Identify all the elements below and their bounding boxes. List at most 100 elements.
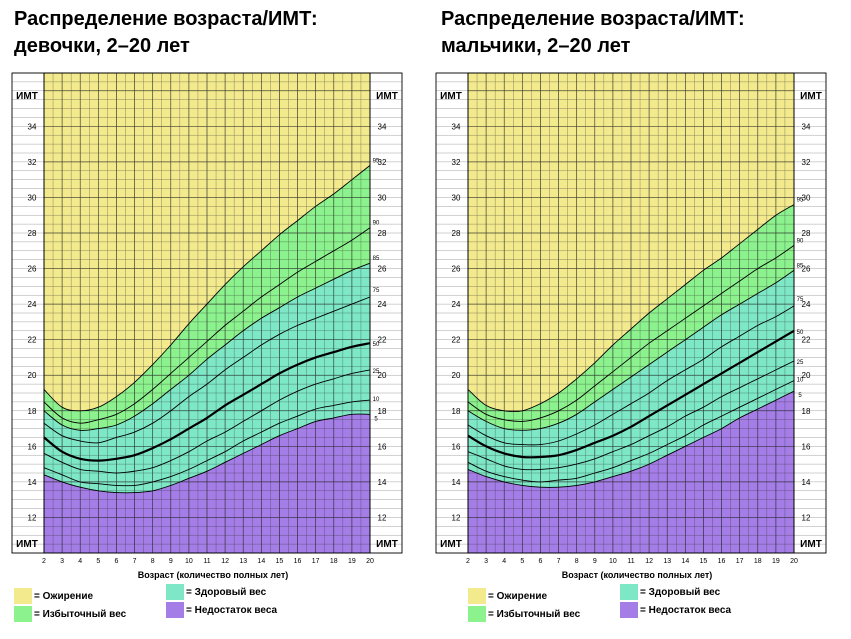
right-ytick-right: 28 <box>802 229 811 238</box>
right-ytick-right: 32 <box>802 158 811 167</box>
left-ytick-right: 24 <box>378 300 387 309</box>
right-xtick: 8 <box>575 558 579 565</box>
left-percentile-label-5: 5 <box>374 416 378 422</box>
left-ytick-left: 18 <box>28 407 37 416</box>
right-xtick: 13 <box>663 558 671 565</box>
left-percentile-label-85: 85 <box>373 256 380 262</box>
right-xtick: 15 <box>700 558 708 565</box>
right-percentile-label-50: 50 <box>797 330 804 336</box>
right-ytick-left: 18 <box>452 407 461 416</box>
left-percentile-label-90: 90 <box>373 221 380 227</box>
left-percentile-label-50: 50 <box>373 342 380 348</box>
right-ytick-right: 34 <box>802 122 811 131</box>
right-xlabel: Возраст (количество полных лет) <box>562 570 713 580</box>
left-xtick: 6 <box>114 558 118 565</box>
left-ytick-left: 32 <box>28 158 37 167</box>
left-ytick-left: 14 <box>28 478 37 487</box>
right-legend-swatch-obesity <box>468 588 486 604</box>
left-ytick-right: 22 <box>378 336 387 345</box>
right-percentile-label-85: 85 <box>797 263 804 269</box>
right-ytick-right: 24 <box>802 300 811 309</box>
right-chart-title: Распределение возраста/ИМТ: мальчики, 2–… <box>441 6 745 60</box>
right-ytick-left: 26 <box>452 265 461 274</box>
right-curve-p5 <box>467 390 795 488</box>
right-xtick: 12 <box>645 558 653 565</box>
left-ytick-right: 28 <box>378 229 387 238</box>
right-legend: = Ожирение = Избыточный вес = Здоровый вес… <box>468 584 732 622</box>
right-curve-p90 <box>467 245 795 422</box>
right-ylabel-top-right: ИМТ <box>800 91 822 102</box>
left-curve-p90 <box>43 227 371 424</box>
right-xtick: 14 <box>681 558 689 565</box>
right-percentile-label-10: 10 <box>797 378 804 384</box>
left-percentile-label-25: 25 <box>373 369 380 375</box>
right-ytick-right: 16 <box>802 442 811 451</box>
right-ytick-left: 24 <box>452 300 461 309</box>
right-legend-label-obesity: = Ожирение <box>488 591 547 602</box>
left-chart-title-line2: девочки, 2–20 лет <box>14 35 190 57</box>
left-margin-grid <box>12 72 402 554</box>
right-ytick-right: 18 <box>802 407 811 416</box>
left-ytick-right: 16 <box>378 442 387 451</box>
left-curve-p75 <box>43 296 371 444</box>
left-ytick-left: 12 <box>28 513 37 522</box>
right-xtick: 2 <box>466 558 470 565</box>
left-curve-p5 <box>43 413 371 494</box>
right-zone-overweight <box>468 204 794 431</box>
right-curve-p10 <box>467 380 795 483</box>
right-ytick-right: 30 <box>802 193 811 202</box>
right-outer-frame <box>435 72 827 554</box>
right-xtick: 16 <box>718 558 726 565</box>
right-ytick-right: 26 <box>802 265 811 274</box>
left-ytick-left: 34 <box>28 122 37 131</box>
left-legend-swatch-healthy <box>166 584 184 600</box>
left-xtick: 2 <box>42 558 46 565</box>
left-legend-label-obesity: = Ожирение <box>34 591 93 602</box>
left-percentile-label-95: 95 <box>373 158 380 164</box>
right-percentile-label-75: 75 <box>797 297 804 303</box>
right-ytick-left: 12 <box>452 513 461 522</box>
right-ytick-right: 20 <box>802 371 811 380</box>
left-ytick-left: 24 <box>28 300 37 309</box>
left-ytick-right: 30 <box>378 193 387 202</box>
left-xtick: 17 <box>312 558 320 565</box>
left-ytick-left: 26 <box>28 265 37 274</box>
right-ylabel-bottom-right: ИМТ <box>800 539 822 550</box>
left-ylabel-top-right: ИМТ <box>376 91 398 102</box>
left-legend-label-healthy: = Здоровый вес <box>186 587 267 598</box>
right-percentile-label-5: 5 <box>798 393 802 399</box>
left-ytick-right: 32 <box>378 158 387 167</box>
right-xtick: 20 <box>790 558 798 565</box>
right-legend-swatch-healthy <box>620 584 638 600</box>
right-legend-swatch-underweight <box>620 602 638 618</box>
left-xtick: 4 <box>78 558 82 565</box>
left-percentile-label-75: 75 <box>373 288 380 294</box>
right-ytick-right: 12 <box>802 513 811 522</box>
right-ytick-left: 20 <box>452 371 461 380</box>
right-ylabel-bottom-left: ИМТ <box>440 539 462 550</box>
left-ytick-left: 16 <box>28 442 37 451</box>
left-legend-swatch-overweight <box>14 606 32 622</box>
left-xlabel: Возраст (количество полных лет) <box>138 570 289 580</box>
right-xtick: 18 <box>754 558 762 565</box>
left-xtick: 18 <box>330 558 338 565</box>
left-ytick-right: 20 <box>378 371 387 380</box>
left-xtick: 14 <box>257 558 265 565</box>
left-ytick-right: 18 <box>378 407 387 416</box>
right-chart-title-line1: Распределение возраста/ИМТ: <box>441 8 745 30</box>
left-xtick: 16 <box>294 558 302 565</box>
right-legend-swatch-overweight <box>468 606 486 622</box>
right-curve-p85 <box>467 269 795 431</box>
left-xtick: 19 <box>348 558 356 565</box>
right-percentile-label-25: 25 <box>797 360 804 366</box>
right-xtick: 3 <box>484 558 488 565</box>
left-xtick: 11 <box>203 558 210 565</box>
right-xtick: 7 <box>557 558 561 565</box>
left-outer-frame <box>11 72 403 554</box>
left-percentile-label-10: 10 <box>373 397 380 403</box>
left-xtick: 10 <box>185 558 193 565</box>
right-curve-p25 <box>467 360 795 471</box>
